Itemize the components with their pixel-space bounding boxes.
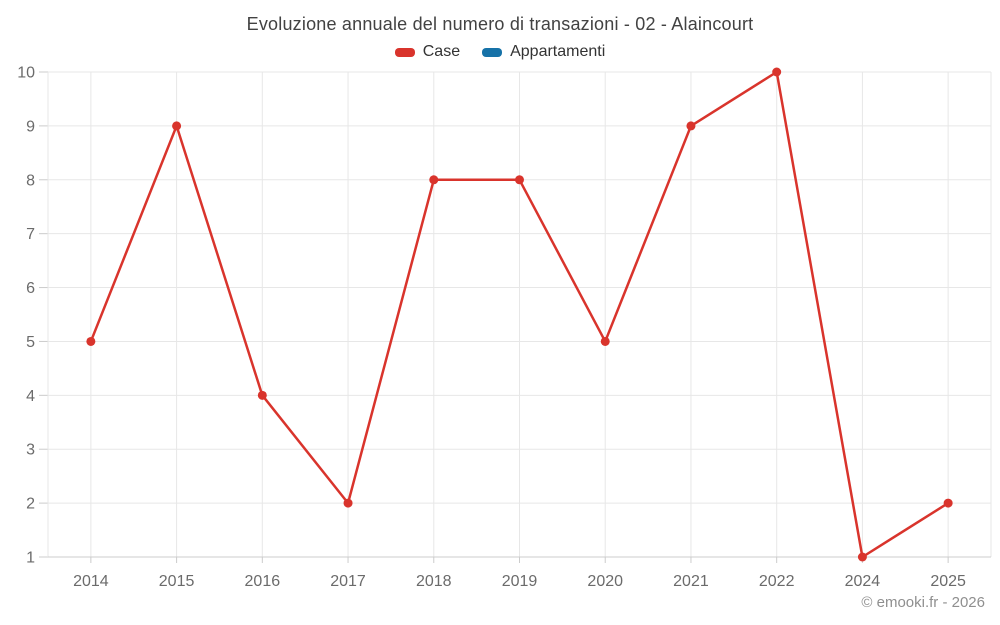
data-point-case[interactable] [515,175,524,185]
chart-legend: Case Appartamenti [0,43,1000,61]
data-point-case[interactable] [857,552,867,562]
data-point-case[interactable] [172,121,182,131]
x-axis-label: 2018 [416,573,452,590]
data-point-case[interactable] [257,390,267,400]
legend-swatch-appartamenti-icon [482,47,503,57]
x-axis-label: 2019 [502,573,538,590]
y-axis-label: 5 [26,334,35,351]
y-axis-label: 3 [26,442,35,459]
y-axis-label: 2 [26,496,35,513]
data-point-case[interactable] [686,121,696,131]
chart-title: Evoluzione annuale del numero di transaz… [246,14,754,34]
data-point-case[interactable] [772,67,782,77]
y-axis-label: 7 [26,226,35,243]
y-axis-label: 6 [26,280,35,297]
data-point-case[interactable] [429,175,439,185]
x-axis-label: 2014 [73,573,109,590]
y-axis-label: 9 [26,118,35,135]
x-axis-label: 2025 [930,573,966,590]
legend-item-appartamenti[interactable]: Appartamenti [482,43,605,61]
x-axis-label: 2017 [330,573,366,590]
x-axis-label: 2021 [673,573,709,590]
data-point-case[interactable] [943,498,953,508]
y-axis-label: 1 [26,550,35,567]
y-axis-label: 8 [26,172,35,189]
x-axis-label: 2022 [759,573,795,590]
legend-swatch-case-icon [394,47,415,57]
y-axis-label: 10 [17,65,35,82]
x-axis-label: 2024 [845,573,881,590]
data-point-case[interactable] [86,336,96,346]
x-axis-label: 2015 [159,573,195,590]
legend-label-case: Case [422,43,461,60]
legend-label-appartamenti: Appartamenti [510,43,606,60]
data-point-case[interactable] [343,498,353,508]
credit-link[interactable]: © emooki.fr - 2026 [861,594,985,611]
data-point-case[interactable] [600,336,610,346]
y-axis-label: 4 [26,388,35,405]
x-axis-label: 2016 [245,573,281,590]
x-axis-label: 2020 [587,573,623,590]
legend-item-case[interactable]: Case [394,43,461,61]
